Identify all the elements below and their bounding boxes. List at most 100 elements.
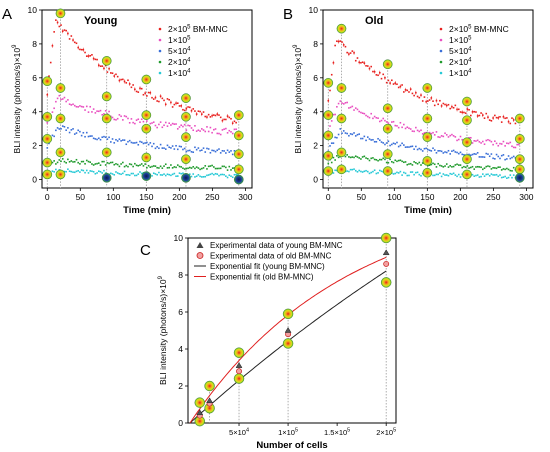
data-point bbox=[512, 166, 515, 169]
data-point bbox=[512, 174, 515, 176]
data-point bbox=[452, 149, 455, 152]
data-point bbox=[192, 165, 195, 168]
data-point bbox=[476, 152, 479, 154]
data-point bbox=[96, 162, 98, 165]
data-point bbox=[373, 158, 376, 161]
plot-frame bbox=[322, 9, 534, 189]
legend-coef: 1×10 bbox=[449, 68, 468, 78]
data-point bbox=[92, 108, 95, 110]
data-point bbox=[399, 159, 402, 162]
data-point bbox=[173, 166, 176, 168]
data-point bbox=[97, 110, 100, 113]
data-point bbox=[492, 143, 494, 146]
data-point bbox=[221, 165, 224, 168]
data-point bbox=[439, 172, 441, 174]
data-point bbox=[168, 146, 170, 149]
data-point bbox=[168, 166, 170, 169]
data-point bbox=[409, 171, 412, 173]
data-point bbox=[58, 128, 61, 130]
data-point bbox=[55, 19, 57, 21]
data-point bbox=[413, 173, 415, 176]
data-point bbox=[378, 120, 381, 123]
data-point bbox=[361, 137, 364, 140]
data-point bbox=[87, 111, 90, 113]
series-s1e5 bbox=[327, 100, 520, 149]
data-point bbox=[418, 147, 421, 150]
data-point bbox=[354, 169, 357, 172]
data-point bbox=[154, 165, 157, 167]
legend-entry: Experimental data of young BM-MNC bbox=[210, 241, 343, 250]
data-point bbox=[80, 105, 83, 108]
y-tick-label: 6 bbox=[178, 307, 183, 317]
data-point bbox=[449, 134, 451, 137]
data-point bbox=[437, 162, 439, 165]
x-axis-label: Time (min) bbox=[123, 205, 171, 216]
data-point bbox=[96, 110, 98, 112]
data-point bbox=[478, 114, 481, 117]
old-data-point bbox=[383, 260, 390, 267]
data-point bbox=[204, 115, 207, 118]
data-point bbox=[214, 167, 217, 170]
data-point bbox=[97, 162, 100, 164]
data-point bbox=[53, 171, 55, 173]
x-tick-exp: 4 bbox=[246, 428, 249, 434]
data-point bbox=[53, 31, 55, 33]
data-point bbox=[91, 170, 93, 173]
data-point bbox=[85, 159, 88, 162]
data-point bbox=[201, 128, 203, 130]
data-point bbox=[351, 168, 354, 171]
bli-image-marker bbox=[42, 112, 53, 122]
bli-image-marker bbox=[382, 123, 393, 134]
data-point bbox=[139, 121, 141, 123]
data-point bbox=[202, 129, 205, 131]
bli-image-marker bbox=[382, 103, 393, 114]
data-point bbox=[363, 155, 366, 158]
data-point bbox=[113, 142, 116, 144]
data-point bbox=[487, 138, 489, 141]
y-axis-label: BLI intensity (photons/s)×109 bbox=[12, 44, 22, 154]
data-point bbox=[152, 172, 155, 175]
data-point bbox=[403, 161, 405, 164]
data-point bbox=[140, 141, 143, 143]
y-tick-label: 2 bbox=[178, 381, 183, 391]
data-point bbox=[125, 164, 128, 167]
data-point bbox=[334, 44, 336, 47]
data-point bbox=[418, 173, 421, 176]
data-point bbox=[366, 65, 369, 67]
x-axis-label: Number of cells bbox=[256, 440, 327, 451]
legend-marker-circle bbox=[196, 252, 204, 259]
data-point bbox=[130, 86, 133, 89]
data-point bbox=[207, 148, 210, 150]
legend-marker bbox=[158, 38, 162, 42]
panel-b: 0 50 100 150 200 250 300 0 2 4 6 8 10 Time (min) BLI i… bbox=[283, 5, 534, 216]
data-point bbox=[478, 166, 481, 168]
data-point bbox=[58, 159, 61, 161]
data-point bbox=[61, 158, 64, 160]
data-point bbox=[235, 173, 237, 176]
data-point bbox=[391, 160, 393, 163]
data-point bbox=[449, 153, 451, 155]
data-point bbox=[437, 136, 439, 138]
data-point bbox=[228, 165, 231, 168]
data-point bbox=[502, 140, 505, 143]
data-point bbox=[116, 172, 119, 174]
bli-image-marker bbox=[514, 173, 525, 183]
data-point bbox=[218, 114, 220, 116]
data-point bbox=[346, 170, 348, 172]
legend-exp: 4 bbox=[468, 58, 472, 64]
x-tick-label: 200 bbox=[172, 192, 186, 202]
data-point bbox=[507, 176, 510, 179]
data-point bbox=[415, 162, 417, 164]
data-point bbox=[110, 72, 112, 74]
legend-entry: Experimental data of old BM-MNC bbox=[210, 252, 332, 261]
legend-coef: 2×10 bbox=[449, 24, 468, 34]
data-point bbox=[439, 164, 441, 167]
data-point bbox=[122, 139, 124, 141]
data-point bbox=[82, 106, 85, 108]
data-point bbox=[457, 138, 460, 141]
data-point bbox=[509, 141, 512, 144]
data-point bbox=[418, 96, 421, 99]
data-point bbox=[209, 151, 212, 154]
data-point bbox=[94, 172, 97, 175]
